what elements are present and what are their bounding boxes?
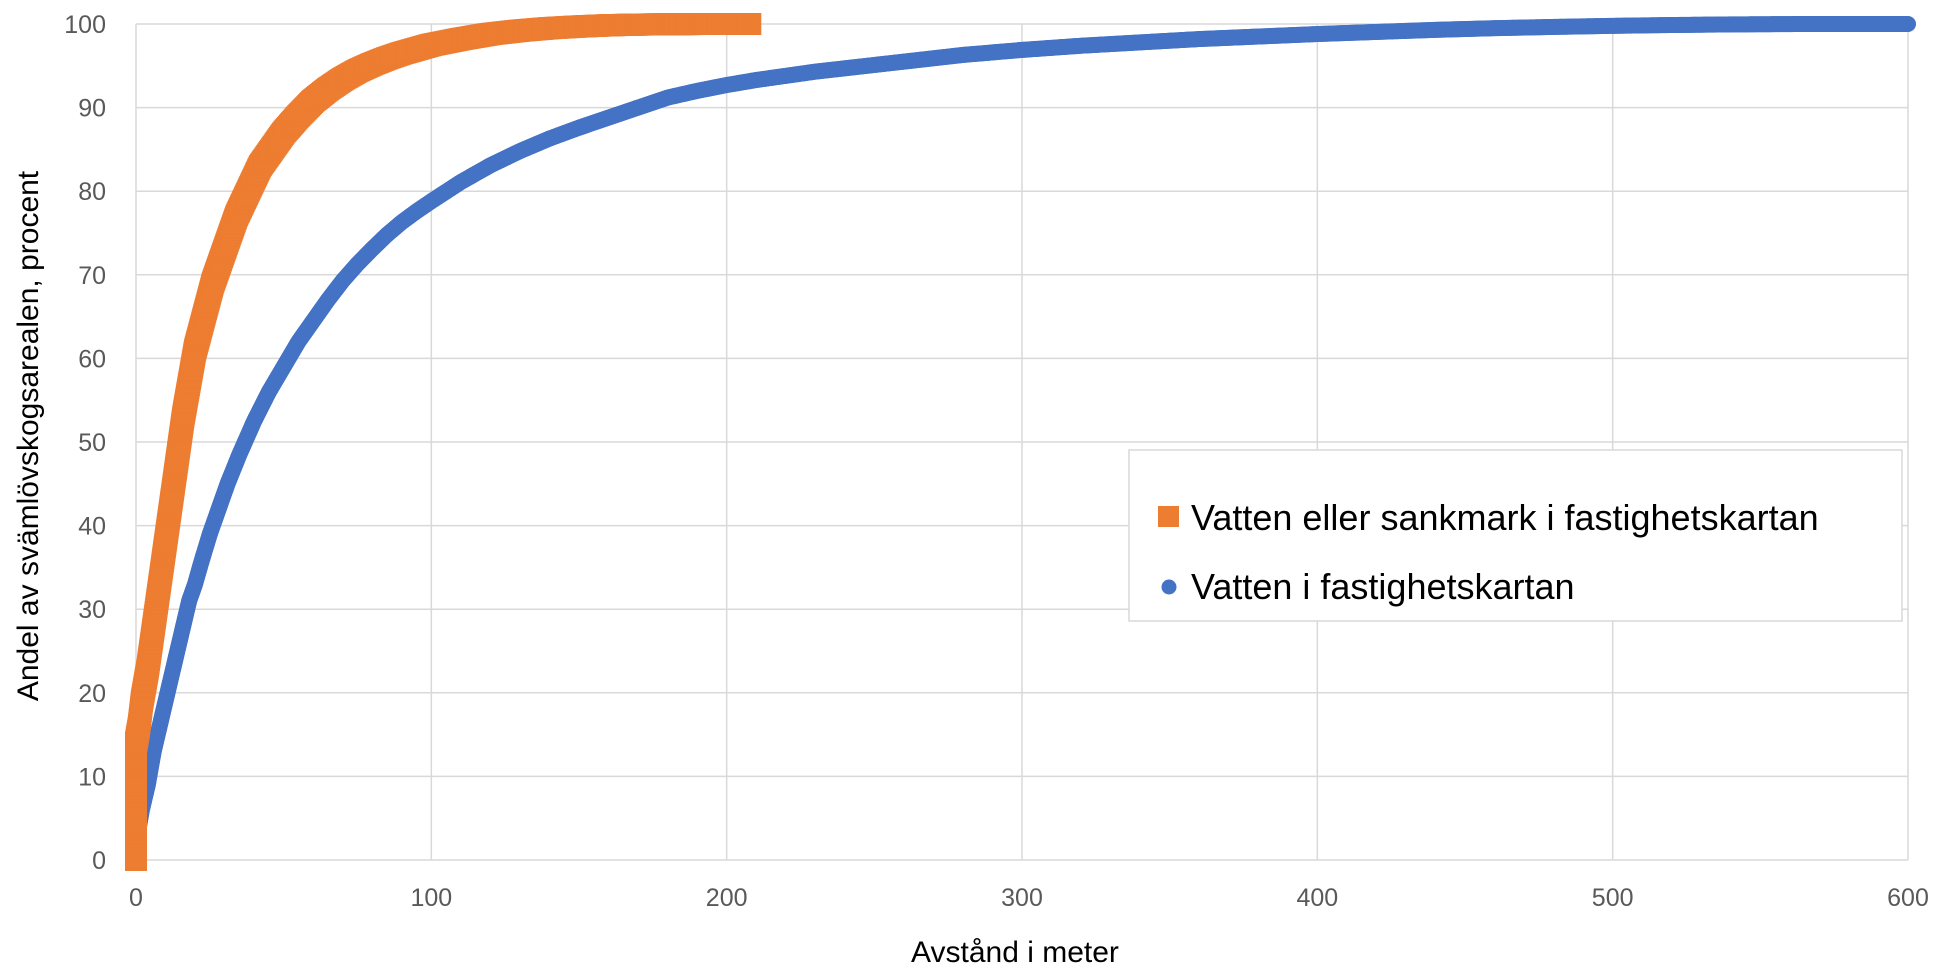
y-tick-label: 80: [78, 178, 106, 206]
x-tick-label: 100: [410, 884, 452, 912]
x-tick-label: 600: [1887, 884, 1929, 912]
y-tick-label: 50: [78, 429, 106, 457]
y-tick-label: 0: [92, 847, 106, 875]
y-tick-label: 90: [78, 95, 106, 123]
y-tick-label: 20: [78, 680, 106, 708]
y-tick-label: 70: [78, 262, 106, 290]
legend-marker-square: [1158, 506, 1179, 527]
series-water-or-wetland: [125, 13, 762, 871]
legend-label: Vatten i fastighetskartan: [1191, 566, 1575, 607]
x-tick-label: 0: [129, 884, 143, 912]
y-tick-label: 30: [78, 596, 106, 624]
y-axis-title: Andel av svämlövskogsarealen, procent: [12, 170, 45, 701]
data-point: [1900, 16, 1916, 32]
x-axis-title: Avstånd i meter: [911, 936, 1119, 969]
series-water: [128, 16, 1916, 868]
tick-labels: 0 10 20 30 40 50 60 70 80 90 100 0 100 200 300 400 500 60…: [64, 11, 1929, 912]
x-tick-label: 400: [1296, 884, 1338, 912]
legend-marker-circle: [1161, 579, 1177, 595]
y-tick-label: 40: [78, 513, 106, 541]
y-tick-label: 10: [78, 763, 106, 791]
legend-label: Vatten eller sankmark i fastighetskartan: [1191, 497, 1819, 538]
y-tick-label: 100: [64, 11, 106, 39]
legend: Vatten eller sankmark i fastighetskartan…: [1128, 449, 1903, 622]
x-tick-label: 300: [1001, 884, 1043, 912]
legend-box: [1128, 449, 1903, 622]
data-point: [739, 13, 762, 35]
x-tick-label: 200: [706, 884, 748, 912]
series-layer: [125, 13, 1916, 871]
y-tick-label: 60: [78, 345, 106, 373]
x-tick-label: 500: [1592, 884, 1634, 912]
